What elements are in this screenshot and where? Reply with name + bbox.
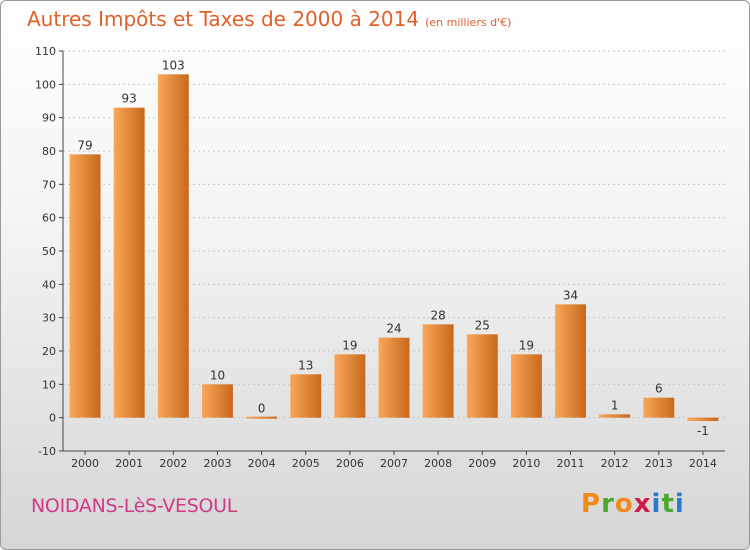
- chart-unit: (en milliers d'€): [425, 16, 512, 29]
- x-tick-label: 2009: [468, 457, 496, 470]
- x-tick-label: 2008: [424, 457, 452, 470]
- bar-2000: [69, 154, 101, 418]
- bar-2013: [643, 397, 675, 418]
- y-tick-label: 60: [42, 212, 56, 225]
- data-label: 79: [77, 138, 92, 152]
- data-label: 93: [122, 92, 137, 106]
- place-name: NOIDANS-LèS-VESOUL: [31, 495, 238, 517]
- brand-letter: P: [581, 489, 602, 519]
- y-tick-label: 10: [42, 378, 56, 391]
- y-tick-label: 100: [35, 78, 56, 91]
- data-label: 1: [611, 398, 619, 412]
- data-label: 6: [655, 382, 663, 396]
- y-tick-label: 50: [42, 245, 56, 258]
- y-tick-label: 0: [49, 412, 56, 425]
- data-label: 25: [475, 318, 490, 332]
- bar-2003: [202, 384, 233, 418]
- data-label: 28: [430, 308, 445, 322]
- brand-logo: Proxiti: [581, 489, 685, 519]
- bar-2014: [687, 417, 719, 421]
- data-label: -1: [697, 424, 709, 438]
- x-tick-label: 2007: [380, 457, 408, 470]
- bar-2009: [466, 334, 498, 418]
- bar-2002: [157, 74, 189, 418]
- data-label: 19: [342, 338, 357, 352]
- brand-letter: i: [651, 489, 662, 519]
- brand-letter: x: [633, 489, 652, 519]
- bar-2001: [113, 107, 145, 418]
- bar-2004: [246, 416, 278, 419]
- data-label: 10: [210, 368, 225, 382]
- chart-title-text: Autres Impôts et Taxes de 2000 à 2014: [27, 7, 420, 31]
- y-tick-label: -10: [38, 445, 56, 458]
- brand-letter: i: [674, 489, 685, 519]
- x-tick-label: 2005: [292, 457, 320, 470]
- data-label: 103: [162, 58, 185, 72]
- y-tick-label: 20: [42, 345, 56, 358]
- y-tick-label: 70: [42, 178, 56, 191]
- x-tick-labels: 2000 2001 2002 2003 2004 2005 2006 2007 2008 2009…: [71, 451, 717, 470]
- brand-letter: r: [601, 489, 615, 519]
- bar-2005: [290, 374, 322, 418]
- brand-letter: o: [614, 489, 634, 519]
- bar-2007: [378, 337, 410, 418]
- y-tick-label: 110: [35, 45, 56, 58]
- brand-letter: t: [661, 489, 675, 519]
- x-tick-label: 2003: [203, 457, 231, 470]
- bar-2008: [422, 324, 454, 418]
- bar-2006: [334, 354, 366, 418]
- bar-2011: [555, 304, 586, 418]
- bar-2010: [510, 354, 542, 418]
- data-label: 34: [563, 288, 578, 302]
- data-label: 13: [298, 358, 313, 372]
- x-tick-label: 2001: [115, 457, 143, 470]
- x-tick-label: 2000: [71, 457, 99, 470]
- x-tick-label: 2010: [512, 457, 540, 470]
- y-tick-labels: -10 0 10 20 30 40 50 60 70 80 90 100 110: [35, 45, 56, 458]
- chart-title: Autres Impôts et Taxes de 2000 à 2014 (en…: [27, 7, 511, 31]
- y-tick-label: 40: [42, 278, 56, 291]
- bars: [69, 74, 719, 421]
- y-tick-label: 90: [42, 112, 56, 125]
- y-tick-label: 30: [42, 312, 56, 325]
- x-tick-label: 2004: [248, 457, 276, 470]
- x-tick-label: 2011: [557, 457, 585, 470]
- y-tick-label: 80: [42, 145, 56, 158]
- data-label: 19: [519, 338, 534, 352]
- x-tick-label: 2012: [601, 457, 629, 470]
- x-tick-label: 2006: [336, 457, 364, 470]
- x-tick-label: 2014: [689, 457, 717, 470]
- bar-2012: [599, 414, 631, 418]
- data-labels: 79 93 103 10 0 13 19 24 28 25 19 34 1 6 -1: [77, 58, 708, 438]
- x-tick-label: 2013: [645, 457, 673, 470]
- x-tick-label: 2002: [159, 457, 187, 470]
- data-label: 0: [258, 402, 266, 416]
- data-label: 24: [386, 322, 401, 336]
